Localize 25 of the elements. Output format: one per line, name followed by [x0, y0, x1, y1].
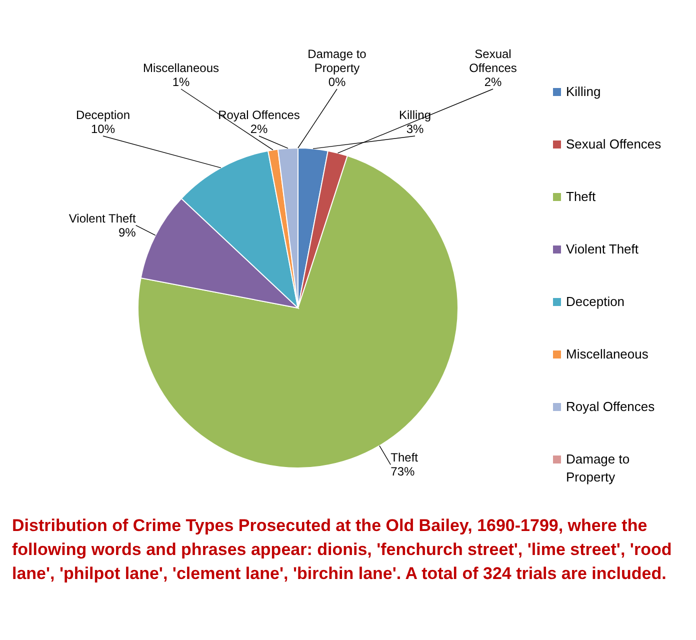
data-label: 10%	[90, 122, 116, 136]
slice-label: Sexual Offences	[469, 47, 517, 75]
data-label: 2%	[250, 122, 268, 136]
legend-label: Sexual Offences	[566, 136, 662, 152]
legend-label: Violent Theft	[566, 242, 639, 256]
slice-label: Miscellaneous	[142, 61, 220, 75]
slice-label: Violent Theft	[68, 211, 137, 226]
legend-label: Killing	[566, 84, 601, 99]
text: 0%	[328, 75, 346, 89]
data-label: 2%	[484, 75, 502, 89]
data-label: 3%	[406, 122, 424, 136]
data-label: 9%	[118, 225, 136, 240]
data-label: 1%	[172, 75, 190, 89]
category-label: Damage to Property	[308, 47, 366, 75]
legend-label: Theft	[566, 189, 596, 204]
slice-label: Killing	[398, 108, 432, 122]
text: Distribution of Crime Types Prosecuted at the Old Bailey, 1690-1799, where the following words and phrases appear: dionis, 'fenchurch street', 'lime street', 'rood lane', 'philpot lane', 'clement lane', 'birchin lane'. A total of 324 trials are included.	[11, 515, 673, 585]
legend-label: Deception	[566, 294, 625, 309]
slice-label: Royal Offences	[218, 108, 300, 122]
legend-label: Miscellaneous	[566, 346, 649, 362]
data-label: 73%	[390, 464, 415, 479]
slice-label: Deception	[76, 108, 130, 122]
legend-label: Damage to Property	[566, 452, 630, 484]
slice-label: Theft	[390, 450, 419, 465]
legend-label: Royal Offences	[566, 399, 656, 414]
